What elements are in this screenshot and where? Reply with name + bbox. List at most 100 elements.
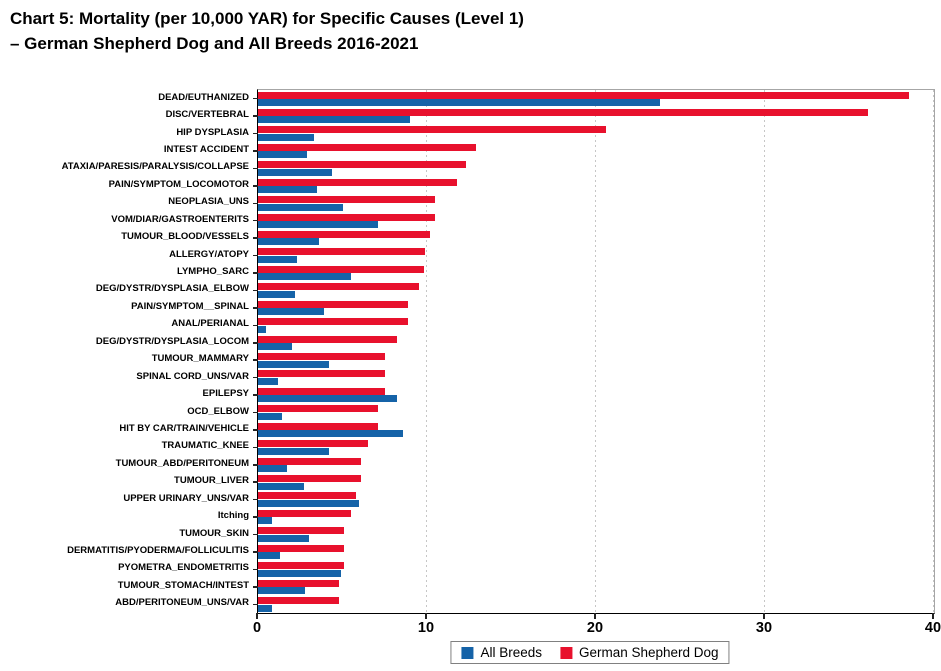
bar-german-shepherd-dog [258, 178, 458, 186]
y-axis-tick [253, 132, 258, 135]
y-axis-tick [253, 376, 258, 379]
category-label: ANAL/PERIANAL [171, 318, 249, 330]
category-label: DEG/DYSTR/DYSPLASIA_LOCOM [95, 335, 249, 347]
category-label: PAIN/SYMPTOM__SPINAL [131, 300, 249, 312]
bar-german-shepherd-dog [258, 405, 378, 413]
y-axis-tick [253, 324, 258, 327]
bar-german-shepherd-dog [258, 597, 340, 605]
category-label: TUMOUR_LIVER [174, 475, 249, 487]
y-axis-tick [253, 429, 258, 431]
legend-item-all-breeds: All Breeds [461, 645, 542, 660]
x-axis-tick-label: 40 [924, 620, 941, 636]
bar-all-breeds [258, 290, 296, 298]
bar-german-shepherd-dog [258, 475, 362, 483]
x-axis-tick-label: 10 [417, 620, 435, 636]
bar-all-breeds [258, 499, 360, 507]
category-row [253, 491, 934, 508]
category-label: ALLERGY/ATOPY [169, 248, 249, 260]
bar-all-breeds [258, 168, 333, 176]
category-label: TRAUMATIC_KNEE [161, 440, 249, 452]
category-row [253, 578, 934, 595]
bar-german-shepherd-dog [258, 108, 869, 116]
bar-all-breeds [258, 482, 304, 490]
category-label: TUMOUR_SKIN [179, 527, 249, 539]
category-row [253, 247, 934, 264]
bar-german-shepherd-dog [258, 283, 419, 291]
y-axis-labels: DEAD/EUTHANIZED DISC/VERTEBRAL HIP DYSPLAS… [0, 89, 251, 612]
legend-label-all-breeds: All Breeds [480, 645, 542, 660]
bar-all-breeds [258, 273, 351, 281]
y-axis-tick [253, 533, 258, 536]
bar-german-shepherd-dog [258, 492, 357, 500]
category-label: ATAXIA/PARESIS/PARALYSIS/COLLAPSE [61, 161, 249, 173]
chart-title-line1: Chart 5: Mortality (per 10,000 YAR) for … [10, 9, 524, 28]
category-label: HIT BY CAR/TRAIN/VEHICLE [119, 422, 249, 434]
bar-german-shepherd-dog [258, 161, 466, 169]
category-row [253, 317, 934, 334]
y-axis-tick [253, 150, 258, 152]
bar-german-shepherd-dog [258, 318, 409, 326]
category-label: INTEST ACCIDENT [163, 144, 249, 156]
bar-german-shepherd-dog [258, 91, 909, 99]
category-label: UPPER URINARY_UNS/VAR [123, 492, 249, 504]
category-label: DISC/VERTEBRAL [165, 109, 249, 121]
bar-all-breeds [258, 325, 267, 333]
gridline-10 [426, 90, 427, 613]
category-row [253, 195, 934, 212]
category-label: Itching [217, 510, 249, 522]
x-axis-tick-label: 20 [586, 620, 604, 636]
bar-all-breeds [258, 430, 404, 438]
category-label: DEAD/EUTHANIZED [158, 91, 249, 103]
category-label: TUMOUR_STOMACH/INTEST [117, 579, 249, 591]
bar-german-shepherd-dog [258, 440, 368, 448]
category-label: VOM/DIAR/GASTROENTERITS [111, 213, 249, 225]
category-label: PAIN/SYMPTOM_LOCOMOTOR [108, 178, 249, 190]
y-axis-tick [253, 237, 258, 239]
y-axis-tick [253, 97, 258, 100]
bar-all-breeds [258, 587, 306, 595]
y-axis-tick [253, 219, 258, 222]
bar-german-shepherd-dog [258, 387, 385, 395]
bar-all-breeds [258, 151, 307, 159]
bar-all-breeds [258, 377, 279, 385]
x-axis: 0 10 20 30 40 [253, 613, 941, 653]
category-label: HIP DYSPLASIA [176, 126, 249, 138]
bar-all-breeds [258, 534, 309, 542]
bar-german-shepherd-dog [258, 544, 345, 552]
y-axis-tick [253, 115, 258, 117]
category-label: TUMOUR_ABD/PERITONEUM [115, 457, 249, 469]
bar-all-breeds [258, 238, 319, 246]
category-row [253, 107, 934, 124]
category-row [253, 456, 934, 473]
bar-all-breeds [258, 604, 272, 612]
chart-title-line2: – German Shepherd Dog and All Breeds 201… [10, 34, 419, 53]
x-axis-tick [763, 613, 765, 619]
bar-german-shepherd-dog [258, 353, 385, 360]
y-axis-tick [253, 411, 258, 414]
y-axis-tick [253, 498, 258, 501]
bar-german-shepherd-dog [258, 579, 340, 587]
bar-all-breeds [258, 465, 287, 473]
bar-all-breeds [258, 395, 397, 403]
category-row [253, 264, 934, 281]
y-axis-tick [253, 359, 258, 361]
gridline-30 [764, 90, 765, 613]
category-label: TUMOUR_MAMMARY [151, 353, 249, 365]
x-axis-tick-label: 30 [755, 620, 773, 636]
bar-german-shepherd-dog [258, 213, 436, 221]
category-row [253, 160, 934, 177]
y-axis-tick [253, 202, 258, 205]
bar-all-breeds [258, 552, 280, 560]
category-label: EPILEPSY [202, 388, 249, 400]
category-row [253, 543, 934, 560]
bar-german-shepherd-dog [258, 562, 345, 570]
bar-all-breeds [258, 569, 341, 577]
bar-all-breeds [258, 99, 661, 106]
bar-german-shepherd-dog [258, 509, 351, 517]
bar-all-breeds [258, 360, 329, 368]
bar-all-breeds [258, 447, 329, 455]
x-axis-tick-label: 0 [252, 620, 262, 636]
bar-german-shepherd-dog [258, 143, 476, 151]
category-row [253, 596, 934, 613]
bar-all-breeds [258, 116, 411, 124]
